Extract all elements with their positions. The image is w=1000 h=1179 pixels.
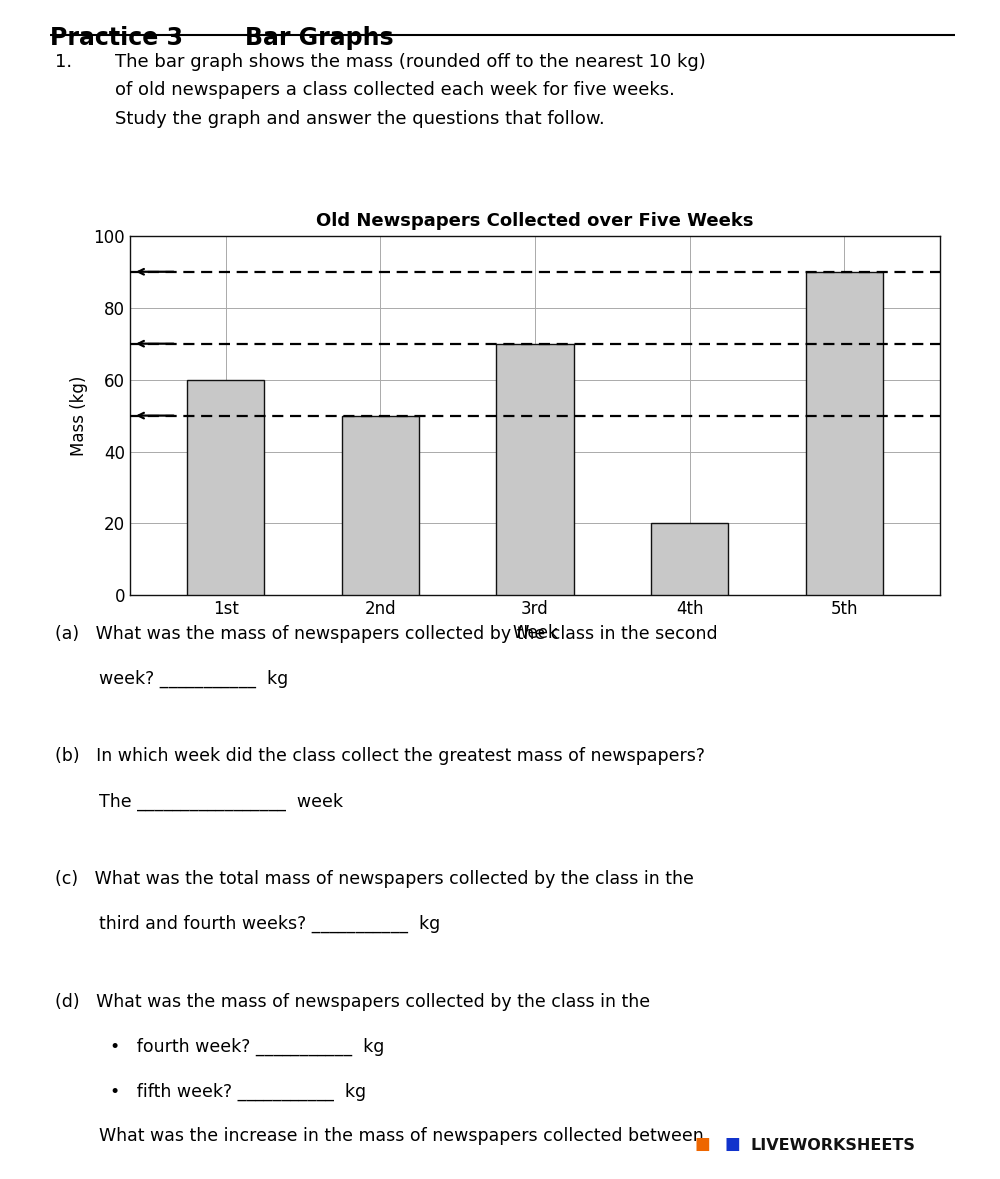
- Text: Practice 3: Practice 3: [50, 26, 183, 50]
- Text: of old newspapers a class collected each week for five weeks.: of old newspapers a class collected each…: [115, 81, 675, 99]
- Text: The bar graph shows the mass (rounded off to the nearest 10 kg): The bar graph shows the mass (rounded of…: [115, 53, 706, 71]
- Text: •   fifth week? ___________  kg: • fifth week? ___________ kg: [55, 1082, 366, 1100]
- Y-axis label: Mass (kg): Mass (kg): [70, 375, 88, 456]
- Bar: [496, 344, 574, 595]
- Text: third and fourth weeks? ___________  kg: third and fourth weeks? ___________ kg: [55, 915, 440, 933]
- Text: week? ___________  kg: week? ___________ kg: [55, 670, 288, 687]
- X-axis label: Week: Week: [512, 624, 558, 641]
- Text: (d)   What was the mass of newspapers collected by the class in the: (d) What was the mass of newspapers coll…: [55, 993, 650, 1010]
- Bar: [187, 380, 264, 595]
- Bar: [806, 271, 883, 595]
- Text: What was the increase in the mass of newspapers collected between: What was the increase in the mass of new…: [55, 1127, 704, 1145]
- Text: (a)   What was the mass of newspapers collected by the class in the second: (a) What was the mass of newspapers coll…: [55, 625, 718, 643]
- Text: ■: ■: [725, 1135, 741, 1153]
- Title: Old Newspapers Collected over Five Weeks: Old Newspapers Collected over Five Weeks: [316, 212, 754, 230]
- Text: 1.: 1.: [55, 53, 72, 71]
- Text: (c)   What was the total mass of newspapers collected by the class in the: (c) What was the total mass of newspaper…: [55, 870, 694, 888]
- Bar: [651, 523, 728, 595]
- Text: •   fourth week? ___________  kg: • fourth week? ___________ kg: [55, 1038, 384, 1055]
- Text: The _________________  week: The _________________ week: [55, 792, 343, 810]
- Text: Study the graph and answer the questions that follow.: Study the graph and answer the questions…: [115, 110, 605, 127]
- Text: (b)   In which week did the class collect the greatest mass of newspapers?: (b) In which week did the class collect …: [55, 747, 705, 765]
- Text: Bar Graphs: Bar Graphs: [245, 26, 394, 50]
- Text: LIVEWORKSHEETS: LIVEWORKSHEETS: [751, 1138, 916, 1153]
- Bar: [342, 415, 419, 595]
- Text: ■: ■: [695, 1135, 711, 1153]
